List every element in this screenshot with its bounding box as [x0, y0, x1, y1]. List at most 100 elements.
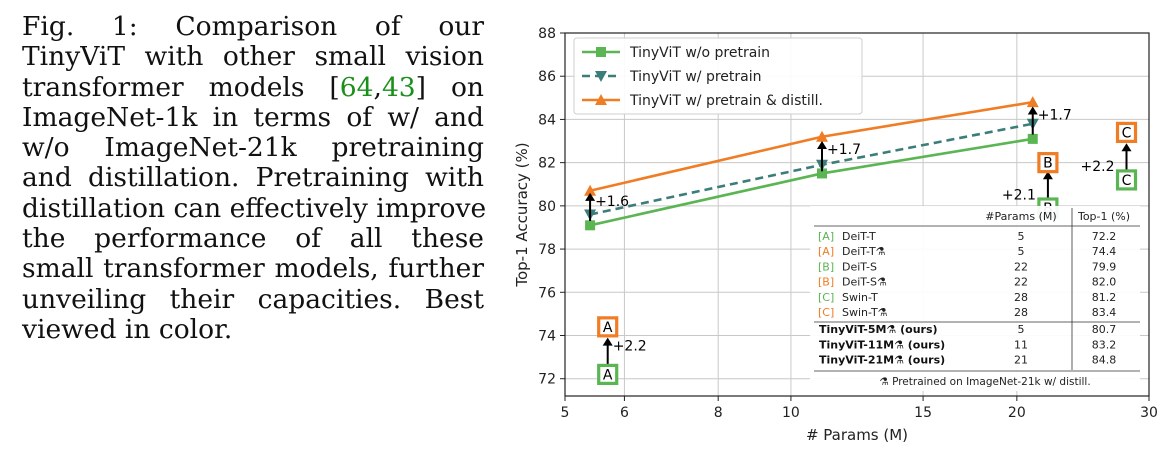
caption-text: w/o ImageNet-21k pretraining	[22, 132, 484, 164]
gain-arrow-head	[816, 141, 827, 150]
table-row-params: 22	[1014, 260, 1028, 273]
table-row-model: TinyViT-5M⚗ (ours)	[819, 323, 938, 336]
table-row-params: 28	[1014, 306, 1028, 319]
boxed-point-frame	[597, 316, 619, 338]
table-row-top1: 80.7	[1092, 323, 1117, 336]
x-tick-label: 20	[1008, 405, 1026, 421]
y-tick-label: 78	[538, 242, 556, 258]
caption-text: viewed in color.	[22, 313, 233, 345]
table-row: [A] DeiT-T⚗ 5 74.4	[818, 245, 1116, 258]
y-tick-label: 84	[538, 112, 556, 128]
table-row-top1: 74.4	[1092, 245, 1117, 258]
table-footnote: ⚗ Pretrained on ImageNet-21k w/ distill.	[879, 376, 1090, 388]
table-row-top1: 72.2	[1092, 230, 1117, 243]
y-tick-label: 86	[538, 69, 556, 85]
series	[584, 118, 1039, 221]
caption-line: unveiling their capacities. Best	[22, 283, 484, 315]
y-tick-label: 74	[538, 329, 556, 345]
y-tick-label: 82	[538, 156, 556, 172]
gain-annotation: +2.2	[1081, 143, 1132, 175]
x-tick-label: 5	[561, 405, 570, 421]
series	[584, 96, 1039, 196]
caption-line: distillation can effectively improve	[22, 193, 486, 224]
gain-label: +1.7	[827, 142, 861, 158]
table-row-top1: 79.9	[1092, 260, 1117, 273]
table-row: TinyViT-11M⚗ (ours) 11 83.2	[819, 338, 1116, 351]
gain-annotation: +2.2	[602, 337, 647, 366]
data-point	[595, 94, 607, 105]
x-tick-label: 15	[914, 405, 932, 421]
plot-frame	[564, 32, 1150, 397]
boxed-point: B	[1037, 152, 1059, 174]
caption-text: Comparison of our	[175, 11, 485, 42]
caption-line: TinyViT with other small vision	[22, 42, 484, 72]
results-table: #Params (M) Top-1 (%) [A] DeiT-T 5 72.2 [A] Dei…	[810, 206, 1140, 391]
y-tick-label: 76	[538, 285, 556, 301]
table-row-params: 5	[1018, 323, 1025, 336]
boxed-point-frame	[597, 363, 619, 385]
caption-line: viewed in color.	[22, 313, 484, 345]
citation-link[interactable]: 43	[381, 71, 416, 103]
table-background	[810, 206, 1140, 391]
citation-link[interactable]: 64	[339, 71, 374, 103]
gain-label: +2.1	[1002, 187, 1036, 203]
table-row-params: 11	[1014, 338, 1028, 351]
table-row-tag: [B]	[818, 276, 834, 289]
caption-text: transformer models [	[22, 71, 340, 103]
caption-line: the performance of all these	[22, 223, 484, 255]
caption-text: unveiling their capacities. Best	[22, 283, 484, 315]
caption-text: small transformer models, further	[22, 253, 484, 285]
table-row-tag: [C]	[818, 306, 834, 319]
gain-label: +2.2	[613, 339, 647, 355]
caption-line: small transformer models, further	[22, 254, 484, 284]
table-row-top1: 81.2	[1092, 291, 1117, 304]
caption-text: the performance of all these	[22, 223, 484, 255]
y-axis-label: Top-1 Accuracy (%)	[513, 142, 531, 287]
table-row-params: 28	[1014, 291, 1028, 304]
data-point	[596, 47, 606, 57]
table-row: TinyViT-21M⚗ (ours) 21 84.8	[819, 354, 1116, 367]
data-point	[816, 168, 827, 179]
boxed-point-letter: A	[603, 320, 613, 336]
table-row-params: 21	[1014, 354, 1028, 367]
table-row: [C] Swin-T 28 81.2	[818, 291, 1116, 304]
caption-line: ImageNet-1k in terms of w/ and	[22, 102, 484, 133]
legend-entry: TinyViT w/ pretrain & distill.	[629, 93, 823, 109]
caption-line: transformer models [64,43] on	[22, 71, 484, 103]
gain-arrow-head	[1121, 143, 1132, 152]
table-row-model: DeiT-T⚗	[842, 245, 886, 258]
y-tick-label: 88	[538, 26, 556, 42]
data-point	[595, 71, 607, 82]
series-line	[589, 100, 1033, 192]
boxed-point-frame	[1115, 121, 1138, 143]
x-tick-label: 30	[1140, 405, 1158, 421]
table-row-top1: 83.2	[1092, 338, 1117, 351]
table-row-model: DeiT-T	[842, 230, 876, 243]
table-row: [B] DeiT-S⚗ 22 82.0	[818, 276, 1116, 289]
caption-line: and distillation. Pretraining with	[22, 163, 484, 193]
figure-caption: Fig. 1: Comparison of our TinyViT with ot…	[22, 11, 486, 345]
series	[585, 133, 1038, 231]
caption-label: Fig. 1:	[22, 11, 176, 42]
table-row-tag: [B]	[818, 260, 834, 273]
table-row-model: Swin-T	[842, 291, 878, 304]
x-tick-label: 6	[620, 405, 629, 421]
boxed-point: C	[1115, 121, 1138, 143]
table-row-model: Swin-T⚗	[842, 306, 888, 319]
x-tick-label: 8	[714, 405, 723, 421]
legend-frame	[573, 37, 863, 115]
table-row: TinyViT-5M⚗ (ours) 5 80.7	[819, 323, 1116, 336]
boxed-point-letter: B	[1043, 156, 1053, 172]
gain-arrow-head	[1027, 106, 1038, 115]
table-row-model: TinyViT-21M⚗ (ours)	[819, 354, 945, 367]
table-row-model: TinyViT-11M⚗ (ours)	[819, 338, 945, 351]
caption-line: w/o ImageNet-21k pretraining	[22, 133, 484, 163]
caption-text: TinyViT with other small vision	[22, 41, 484, 73]
boxed-point-frame	[1037, 152, 1059, 174]
data-point	[585, 220, 596, 231]
boxed-point: A	[597, 316, 619, 338]
legend-entry: TinyViT w/ pretrain	[629, 69, 761, 85]
table-row-tag: [A]	[818, 245, 834, 258]
gain-label: +1.6	[595, 194, 629, 210]
table-header: Top-1 (%)	[1077, 210, 1130, 223]
